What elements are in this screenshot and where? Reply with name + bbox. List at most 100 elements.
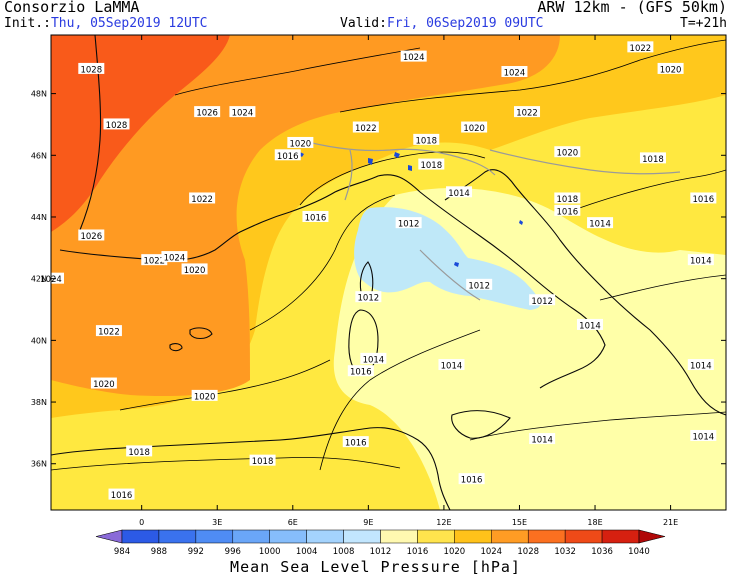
isobar-label: 1012 <box>395 217 422 230</box>
lat-tick-label: 36N <box>31 460 47 469</box>
isobar-label: 1026 <box>194 106 221 119</box>
isobar-label: 1014 <box>438 359 465 372</box>
colorbar-label: 1000 <box>259 547 281 557</box>
lat-tick-label: 46N <box>31 151 47 160</box>
field-1008 <box>354 207 541 310</box>
colorbar-swatch <box>158 529 197 544</box>
isobar-label-text: 1016 <box>277 152 299 162</box>
isobar-label: 1018 <box>554 192 581 205</box>
isobar-label: 1018 <box>413 133 440 146</box>
lon-tick-label: 15E <box>512 518 527 527</box>
lat-tick-label: 38N <box>31 398 47 407</box>
isobar-label-box <box>627 41 654 53</box>
isobar-label: 1016 <box>458 473 485 486</box>
isobar-label: 1022 <box>141 254 168 267</box>
isobar-label-box <box>355 291 382 303</box>
colorbar: 984 988 992 996 1000 1004 1008 1012 1016 1020 1024… <box>95 529 666 557</box>
colorbar-label: 1024 <box>480 547 502 557</box>
organization-title: Consorzio LaMMA <box>4 0 140 16</box>
valid-value: Fri, 06Sep2019 09UTC <box>386 16 544 31</box>
isobar-label-text: 1020 <box>184 266 206 276</box>
isobar-label-text: 1026 <box>80 232 102 242</box>
isobar-label-text: 1018 <box>420 161 442 171</box>
colorbar-label: 1036 <box>591 547 613 557</box>
colorbar-swatch <box>232 529 270 544</box>
isobar-label: 1014 <box>529 433 556 446</box>
isobar-label-box <box>687 254 714 266</box>
isobar-label-box <box>189 192 216 204</box>
colorbar-swatch <box>121 529 160 544</box>
isobar-label-box <box>690 192 717 204</box>
init-value: Thu, 05Sep2019 12UTC <box>50 16 208 31</box>
lake <box>408 165 412 171</box>
isobar-label-box <box>501 66 528 78</box>
isobar-label-text: 1026 <box>196 109 218 119</box>
lon-tick-label: 6E <box>288 518 298 527</box>
isobar-label-box <box>229 106 256 118</box>
isobar-label-box <box>461 121 488 133</box>
isobar-label-box <box>103 118 130 130</box>
isobar-label: 1016 <box>108 488 135 501</box>
isobar-label: 1014 <box>690 429 717 442</box>
isobar-label-text: 1022 <box>630 44 652 54</box>
isobar-label-box <box>514 106 541 118</box>
border-line <box>489 149 681 175</box>
isobar-label: 1024 <box>501 66 528 79</box>
colorbar-swatch <box>343 529 381 544</box>
isobar-label-box <box>554 204 581 216</box>
isobar-label: 1022 <box>352 121 379 134</box>
isobar-label-box <box>194 106 221 118</box>
colorbar-label: 1004 <box>296 547 318 557</box>
longitude-ticks: 0 3E 6E 9E 12E 15E 18E 21E <box>139 35 678 527</box>
isobar-label-text: 1012 <box>468 281 490 291</box>
isobar-line <box>319 329 481 471</box>
isobar-label-box <box>90 377 117 389</box>
isobar-label-box <box>529 433 556 445</box>
lake <box>519 220 523 225</box>
colorbar-swatch <box>195 529 234 544</box>
isobar-line <box>174 47 421 96</box>
isobar-label: 1018 <box>126 445 153 458</box>
isobar-label-text: 1020 <box>93 380 115 390</box>
isobar-label-text: 1012 <box>358 294 380 304</box>
lon-tick-label: 3E <box>212 518 222 527</box>
colorbar-label: 1012 <box>370 547 392 557</box>
isobar-label-text: 1024 <box>232 109 254 119</box>
isobar-label-box <box>141 254 168 266</box>
isobar-label-box <box>657 62 684 74</box>
isobar-label-box <box>687 359 714 371</box>
border-line <box>344 149 353 201</box>
isobar-line <box>299 151 486 206</box>
colorbar-label: 988 <box>151 547 167 557</box>
isobar-label-text: 1024 <box>164 254 186 264</box>
lakes <box>299 152 523 267</box>
colorbar-label: 1008 <box>333 547 355 557</box>
isobar-label-box <box>108 488 135 500</box>
isobar-line <box>249 194 396 331</box>
colorbar-label: 996 <box>225 547 241 557</box>
isobar-label-text: 1018 <box>557 195 579 205</box>
isobar-label: 1016 <box>342 436 369 449</box>
isobar-label-box <box>576 318 603 330</box>
isobar-label-box <box>587 217 614 229</box>
isobar-line <box>119 359 331 411</box>
isobar-label-box <box>302 210 329 222</box>
field-1028 <box>51 35 230 232</box>
lat-tick-label: 40N <box>31 336 47 345</box>
isobar-label-text: 1018 <box>128 448 150 458</box>
isobar-label: 1020 <box>90 377 117 390</box>
isobar-label-text: 1024 <box>403 53 425 63</box>
isobar-label-box <box>78 62 105 74</box>
isobar-label-text: 1016 <box>693 195 715 205</box>
isobar-label-text: 1014 <box>531 436 553 446</box>
isobar-label: 1024 <box>229 106 256 119</box>
lake <box>368 158 373 165</box>
colorbar-swatch <box>527 529 566 544</box>
colorbar-high-arrow <box>638 529 666 544</box>
isobar-label-box <box>191 389 218 401</box>
isobar-label: 1018 <box>249 454 276 467</box>
colorbar-swatch <box>491 529 529 544</box>
isobar-label-text: 1022 <box>98 328 120 338</box>
